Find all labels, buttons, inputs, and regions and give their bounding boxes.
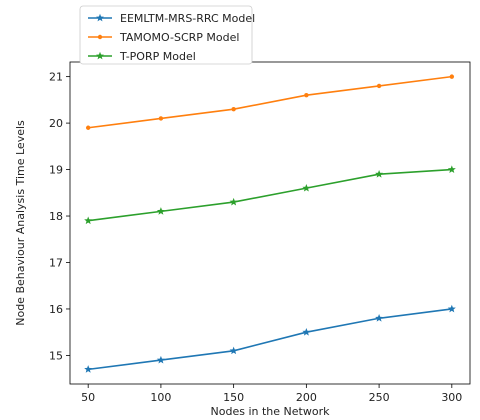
y-tick-label: 18 [49, 210, 63, 223]
data-point [302, 327, 311, 336]
data-point [229, 197, 238, 206]
data-point [156, 355, 165, 364]
series-2 [85, 74, 455, 130]
data-point [302, 183, 311, 192]
y-axis-label: Node Behaviour Analysis Time Levels [14, 120, 27, 326]
data-point [375, 314, 384, 322]
y-tick-label: 17 [49, 256, 63, 269]
series-line [88, 168, 452, 222]
data-point [376, 83, 382, 89]
plot-area [69, 61, 471, 385]
legend-label: T-PORP Model [119, 50, 196, 63]
legend-box [79, 5, 253, 65]
legend-item: T-PORP Model [88, 50, 196, 63]
series-line [88, 308, 452, 371]
legend-label: TAMOMO-SCRP Model [119, 31, 239, 44]
y-tick-label: 19 [49, 164, 63, 177]
x-tick-label: 100 [150, 391, 171, 404]
legend-item: EEMLTM-MRS-RRC Model [88, 12, 255, 25]
y-axis: 15 16 17 18 19 20 21 [49, 71, 70, 362]
series-line [88, 75, 452, 129]
data-point [375, 170, 384, 178]
y-tick-label: 16 [49, 303, 63, 316]
x-tick-label: 250 [369, 391, 390, 404]
y-tick-label: 21 [49, 71, 63, 84]
data-point [447, 165, 456, 173]
data-point [156, 207, 165, 215]
x-tick-label: 300 [441, 391, 462, 404]
x-tick-label: 200 [296, 391, 317, 404]
data-point [231, 106, 236, 112]
series-1 [84, 304, 456, 373]
series-3 [84, 165, 456, 225]
y-tick-label: 20 [49, 117, 63, 130]
legend-marker [97, 34, 103, 40]
data-point [229, 346, 238, 355]
legend-label: EEMLTM-MRS-RRC Model [120, 12, 255, 25]
data-point [449, 74, 455, 79]
data-point [304, 93, 309, 98]
x-axis: 50 100 150 200 250 300 [81, 384, 462, 404]
data-point [447, 304, 456, 313]
data-point [84, 365, 93, 373]
legend-item: TAMOMO-SCRP Model [88, 31, 239, 44]
legend-marker [96, 51, 104, 60]
legend-marker [96, 13, 104, 22]
data-point [85, 125, 91, 130]
x-tick-label: 150 [223, 391, 244, 404]
x-tick-label: 50 [81, 391, 95, 404]
x-axis-label: Nodes in the Network [211, 405, 331, 418]
y-tick-label: 15 [49, 349, 63, 362]
legend: EEMLTM-MRS-RRC Model TAMOMO-SCRP Model T-P… [79, 5, 255, 65]
series-layer [84, 74, 456, 373]
data-point [84, 216, 93, 225]
data-point [158, 116, 164, 121]
